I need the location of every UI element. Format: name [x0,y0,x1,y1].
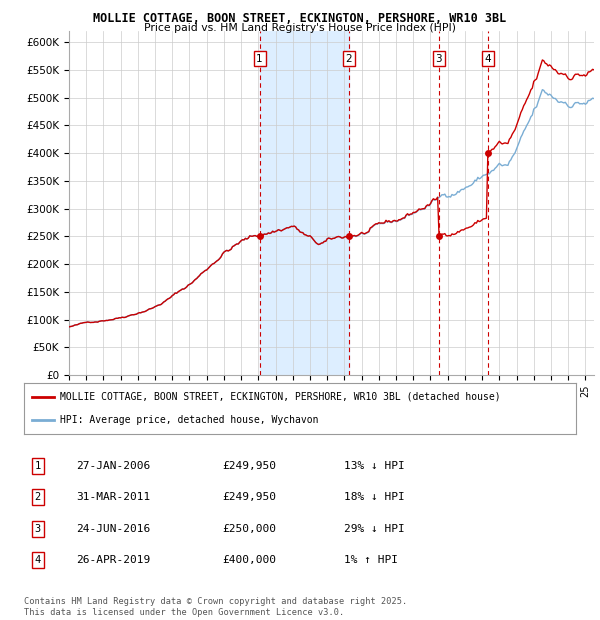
Text: 1: 1 [35,461,41,471]
Text: £249,950: £249,950 [223,461,277,471]
Text: 26-APR-2019: 26-APR-2019 [76,555,151,565]
Text: £400,000: £400,000 [223,555,277,565]
Text: 4: 4 [484,54,491,64]
Text: 3: 3 [436,54,442,64]
Bar [260,31,349,375]
Text: 24-JUN-2016: 24-JUN-2016 [76,524,151,534]
Text: £250,000: £250,000 [223,524,277,534]
Text: 1% ↑ HPI: 1% ↑ HPI [344,555,398,565]
Text: Contains HM Land Registry data © Crown copyright and database right 2025.
This d: Contains HM Land Registry data © Crown c… [24,598,407,617]
Text: Price paid vs. HM Land Registry's House Price Index (HPI): Price paid vs. HM Land Registry's House … [144,23,456,33]
Text: 18% ↓ HPI: 18% ↓ HPI [344,492,405,502]
Text: 2: 2 [346,54,352,64]
Text: 29% ↓ HPI: 29% ↓ HPI [344,524,405,534]
Text: 13% ↓ HPI: 13% ↓ HPI [344,461,405,471]
Text: 1: 1 [256,54,263,64]
Text: 2: 2 [35,492,41,502]
Text: HPI: Average price, detached house, Wychavon: HPI: Average price, detached house, Wych… [60,415,319,425]
Text: MOLLIE COTTAGE, BOON STREET, ECKINGTON, PERSHORE, WR10 3BL: MOLLIE COTTAGE, BOON STREET, ECKINGTON, … [94,12,506,25]
Text: 3: 3 [35,524,41,534]
Text: MOLLIE COTTAGE, BOON STREET, ECKINGTON, PERSHORE, WR10 3BL (detached house): MOLLIE COTTAGE, BOON STREET, ECKINGTON, … [60,392,500,402]
Text: 31-MAR-2011: 31-MAR-2011 [76,492,151,502]
Text: 4: 4 [35,555,41,565]
Text: 27-JAN-2006: 27-JAN-2006 [76,461,151,471]
Text: £249,950: £249,950 [223,492,277,502]
